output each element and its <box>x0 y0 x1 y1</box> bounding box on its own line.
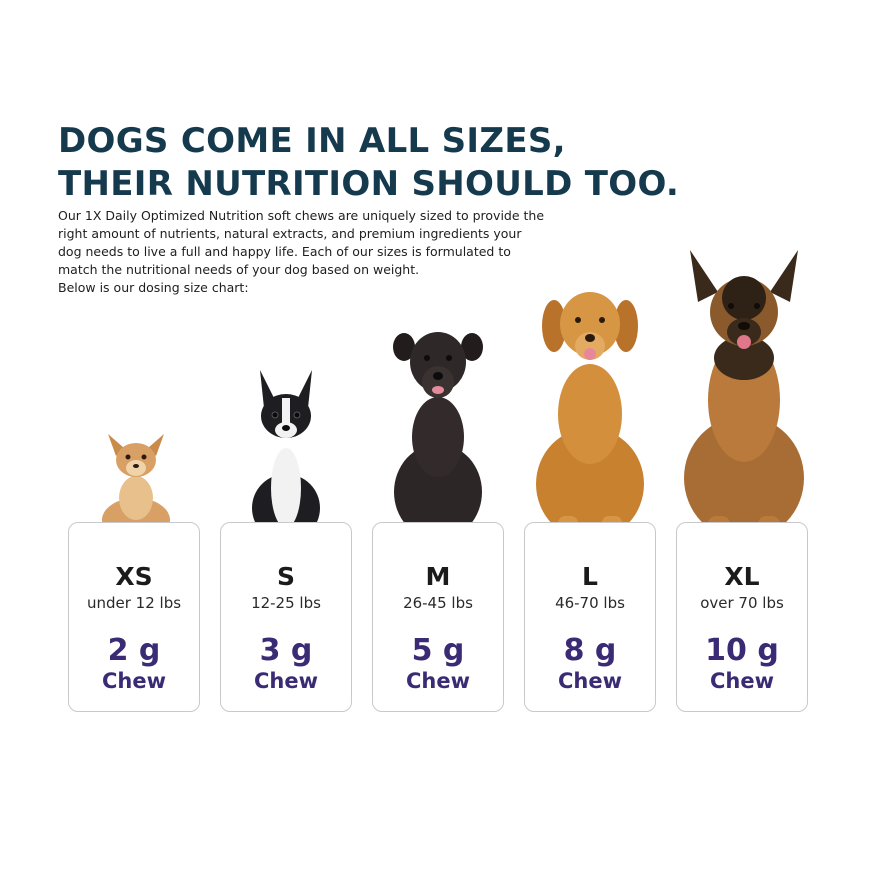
intro-line: Below is our dosing size chart: <box>58 280 249 295</box>
size-card-m: M 26-45 lbs 5 g Chew <box>372 522 504 712</box>
size-label: S <box>276 562 295 591</box>
intro-line: match the nutritional needs of your dog … <box>58 262 420 277</box>
intro-line: right amount of nutrients, natural extra… <box>58 226 522 241</box>
weight-range: 12-25 lbs <box>251 594 321 612</box>
german-shepherd-image <box>676 240 812 542</box>
headline-line-1: DOGS COME IN ALL SIZES, <box>58 121 566 161</box>
chew-unit: Chew <box>101 669 166 693</box>
size-label: XL <box>724 562 760 591</box>
chew-unit: Chew <box>405 669 470 693</box>
size-card-l: L 46-70 lbs 8 g Chew <box>524 522 656 712</box>
headline: DOGS COME IN ALL SIZES, THEIR NUTRITION … <box>58 120 679 206</box>
weight-range: 26-45 lbs <box>403 594 473 612</box>
size-card-s: S 12-25 lbs 3 g Chew <box>220 522 352 712</box>
weight-range: 46-70 lbs <box>555 594 625 612</box>
headline-line-2: THEIR NUTRITION SHOULD TOO. <box>58 164 680 204</box>
chew-dose: 2 g <box>107 633 161 668</box>
size-label: XS <box>115 562 153 591</box>
boston-terrier-image <box>240 368 332 546</box>
black-curly-dog-image <box>384 322 492 544</box>
weight-range: over 70 lbs <box>700 594 784 612</box>
size-label: M <box>425 562 451 591</box>
chew-dose: 5 g <box>411 633 465 668</box>
size-card-xl: XL over 70 lbs 10 g Chew <box>676 522 808 712</box>
chew-dose: 10 g <box>705 633 779 668</box>
weight-range: under 12 lbs <box>86 594 182 612</box>
chew-dose: 8 g <box>563 633 617 668</box>
chew-unit: Chew <box>557 669 622 693</box>
intro-line: dog needs to live a full and happy life.… <box>58 244 511 259</box>
chew-unit: Chew <box>709 669 774 693</box>
intro-paragraph: Our 1X Daily Optimized Nutrition soft ch… <box>58 207 698 297</box>
golden-retriever-image <box>528 284 652 542</box>
size-label: L <box>582 562 598 591</box>
intro-line: Our 1X Daily Optimized Nutrition soft ch… <box>58 208 545 223</box>
chew-dose: 3 g <box>259 633 313 668</box>
chew-unit: Chew <box>253 669 318 693</box>
size-card-xs: XS under 12 lbs 2 g Chew <box>68 522 200 712</box>
